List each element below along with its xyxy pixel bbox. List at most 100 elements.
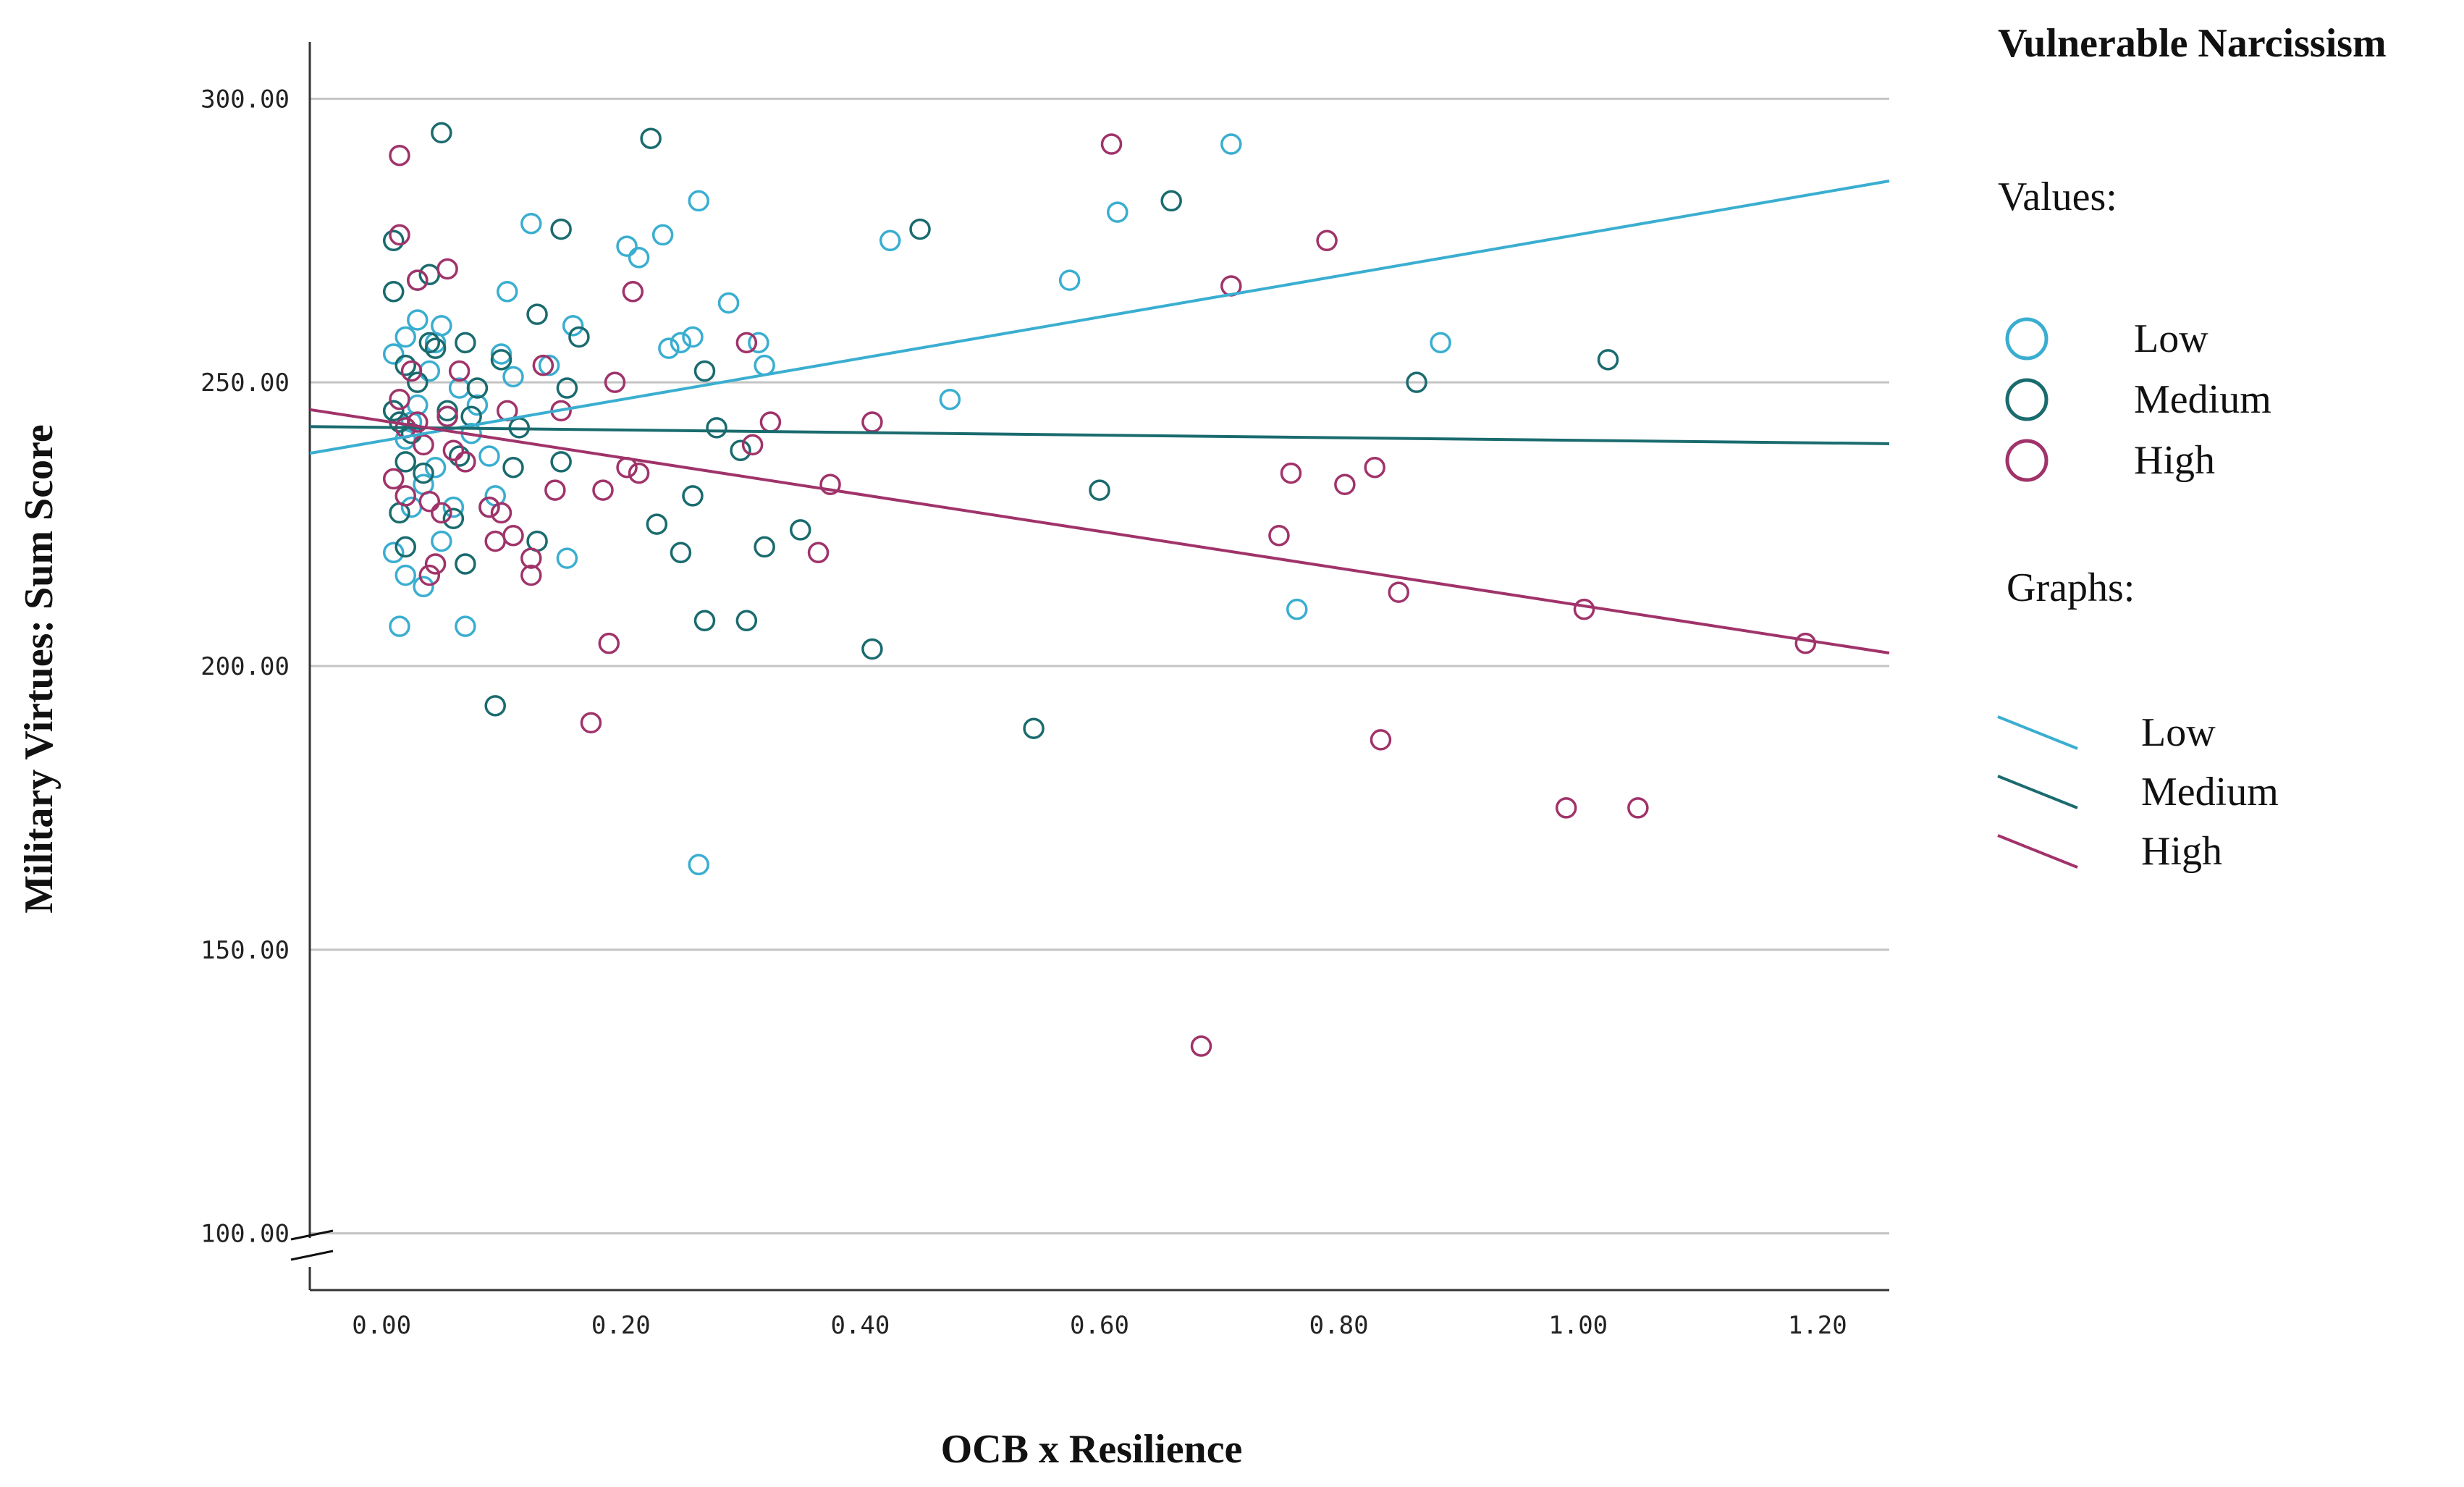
legend-graph-label: Low (2141, 710, 2216, 755)
data-point (1100, 133, 1123, 155)
data-point (1430, 332, 1451, 354)
legend-graphs: Low Medium High (1997, 710, 2279, 874)
data-point (382, 400, 405, 422)
data-point (526, 303, 548, 325)
data-point (861, 638, 883, 660)
data-point (628, 462, 650, 484)
data-point (389, 615, 410, 637)
data-point (466, 377, 489, 399)
data-point (1364, 456, 1385, 479)
data-point (455, 332, 476, 354)
data-point (1573, 598, 1595, 620)
data-point (407, 309, 429, 331)
data-point (861, 411, 883, 433)
data-point (693, 360, 716, 382)
data-point (400, 360, 423, 382)
x-tick-label: 0.40 (830, 1311, 890, 1340)
x-tick-label: 1.20 (1788, 1311, 1847, 1340)
data-point (413, 576, 434, 598)
data-point (382, 229, 405, 252)
y-tick-label: 300.00 (201, 85, 290, 114)
data-point (418, 360, 441, 382)
data-point (448, 360, 471, 382)
data-point (1160, 190, 1182, 212)
data-point (1107, 201, 1128, 223)
data-point (418, 332, 441, 354)
data-point (424, 337, 447, 359)
legend-title: Vulnerable Narcissism (1998, 21, 2387, 66)
data-point (382, 542, 405, 564)
gridlines (310, 97, 1889, 1235)
legend-value-label: High (2134, 438, 2215, 483)
x-tick-labels: 0.00 0.20 0.40 0.60 0.80 1.00 1.20 (352, 1311, 1847, 1340)
data-point (1316, 229, 1338, 252)
data-point (436, 400, 458, 422)
data-point (556, 547, 578, 569)
legend-values-heading: Values: (1998, 174, 2117, 219)
data-point (436, 405, 458, 427)
data-point (1190, 1035, 1212, 1057)
x-tick-label: 0.80 (1309, 1311, 1369, 1340)
data-point (418, 490, 441, 513)
data-point (682, 326, 704, 348)
data-point (1023, 717, 1045, 739)
y-tick-label: 250.00 (201, 368, 290, 397)
data-point (502, 525, 524, 547)
data-point (431, 315, 452, 337)
data-point (502, 456, 524, 479)
data-point (490, 349, 512, 371)
data-point (442, 496, 465, 518)
x-tick-label: 1.00 (1548, 1311, 1608, 1340)
data-points (382, 122, 1817, 1057)
data-point (382, 343, 405, 365)
data-point (520, 213, 542, 235)
data-point (455, 451, 476, 473)
data-point (754, 354, 775, 376)
data-point (538, 354, 560, 376)
data-point (1286, 598, 1308, 620)
data-point (395, 326, 416, 348)
data-point (407, 371, 429, 393)
data-point (497, 281, 518, 303)
axes (288, 42, 1889, 1292)
data-point (413, 434, 434, 456)
x-tick-label: 0.20 (591, 1311, 651, 1340)
legend-values: Low Medium High (2005, 316, 2271, 483)
legend-graphs-heading: Graphs: (2007, 565, 2135, 610)
data-point (448, 445, 471, 467)
data-point (759, 411, 782, 433)
data-point (735, 610, 758, 632)
data-point (598, 632, 620, 654)
data-point (1334, 473, 1356, 495)
data-point (1794, 632, 1817, 654)
data-point (604, 371, 626, 393)
data-point (484, 530, 506, 552)
data-point (395, 451, 416, 473)
data-point (1406, 371, 1427, 393)
data-point (400, 496, 423, 518)
legend-graph-label: Medium (2141, 770, 2279, 814)
data-point (407, 269, 429, 291)
data-point (622, 281, 644, 303)
data-point (580, 712, 602, 734)
data-point (730, 439, 751, 461)
data-point (706, 417, 727, 439)
data-point (754, 536, 775, 558)
data-point (682, 485, 704, 507)
data-point (520, 564, 542, 586)
data-point (442, 507, 465, 530)
data-point (562, 315, 584, 337)
data-point (670, 332, 692, 354)
data-point (640, 127, 662, 149)
data-point (717, 292, 740, 314)
data-point (1220, 133, 1242, 155)
data-point (382, 468, 405, 490)
data-point (455, 615, 476, 637)
x-tick-label: 0.00 (352, 1311, 411, 1340)
data-point (532, 354, 554, 376)
data-point (819, 473, 841, 495)
data-point (395, 536, 416, 558)
data-point (424, 456, 447, 479)
legend-marker-high (2005, 439, 2049, 482)
